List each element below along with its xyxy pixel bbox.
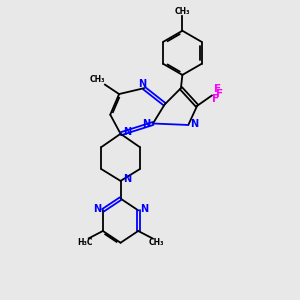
Text: N: N [142,119,151,129]
Text: N: N [123,174,131,184]
Text: N: N [139,79,147,89]
Text: CH₃: CH₃ [90,75,105,84]
Text: N: N [123,127,131,137]
Text: F: F [212,94,219,104]
Text: H₃C: H₃C [77,238,93,247]
Text: N: N [190,119,198,129]
Text: F: F [216,89,223,99]
Text: N: N [93,204,101,214]
Text: N: N [140,204,148,214]
Text: CH₃: CH₃ [148,238,164,247]
Text: F: F [214,84,221,94]
Text: CH₃: CH₃ [175,7,190,16]
